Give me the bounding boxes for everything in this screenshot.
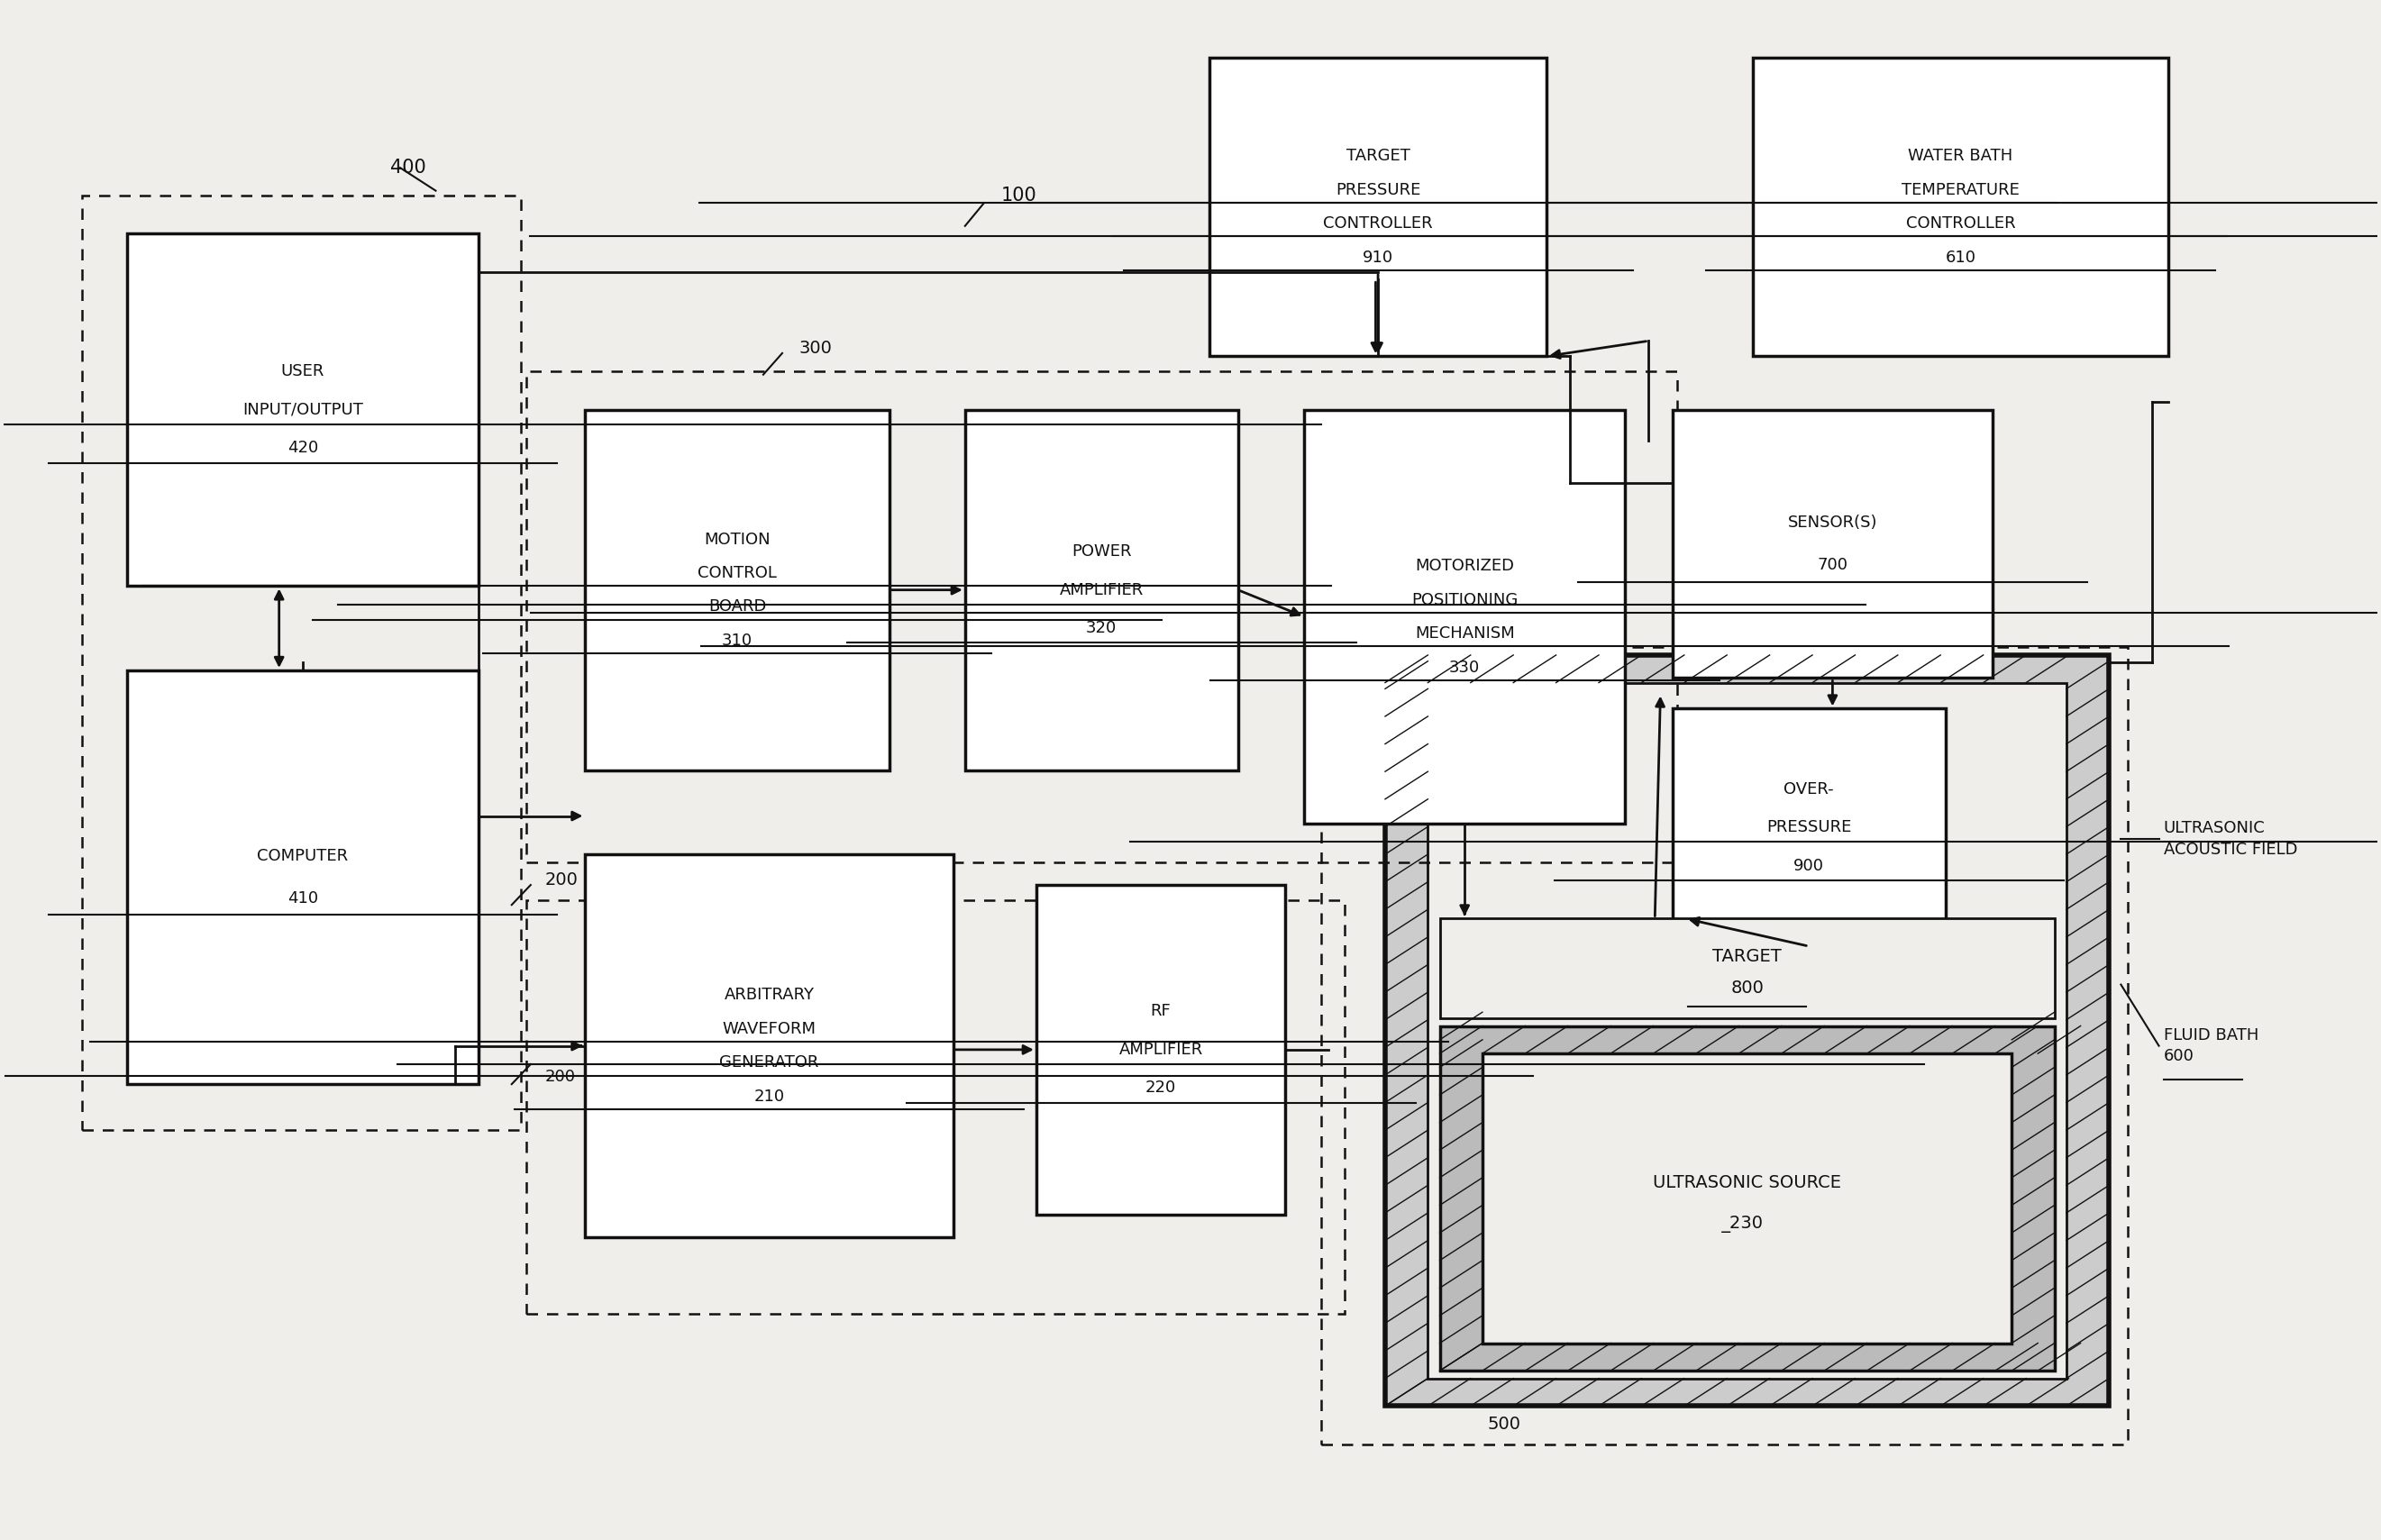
Text: 610: 610 — [1945, 249, 1976, 265]
Bar — [586, 855, 952, 1238]
Bar — [1429, 682, 2067, 1378]
Bar — [526, 901, 1345, 1314]
Bar — [126, 670, 479, 1084]
Text: AMPLIFIER: AMPLIFIER — [1060, 582, 1143, 598]
Bar — [1752, 57, 2169, 356]
Text: 910: 910 — [1362, 249, 1393, 265]
Text: BOARD: BOARD — [707, 599, 767, 614]
Text: 210: 210 — [755, 1089, 786, 1104]
Text: WATER BATH: WATER BATH — [1907, 148, 2012, 165]
Text: 200: 200 — [545, 1069, 576, 1086]
Text: ARBITRARY: ARBITRARY — [724, 987, 814, 1004]
Text: SENSOR(S): SENSOR(S) — [1788, 514, 1876, 531]
Bar — [1671, 410, 1993, 678]
Bar — [1036, 886, 1286, 1215]
Text: MOTION: MOTION — [705, 531, 771, 548]
Text: 400: 400 — [390, 159, 426, 177]
Text: 900: 900 — [1793, 858, 1824, 873]
Text: ̲̲̲̲̲̲̲230: ̲̲̲̲̲̲̲230 — [1731, 1215, 1764, 1234]
Bar — [126, 234, 479, 587]
Text: PRESSURE: PRESSURE — [1336, 182, 1421, 199]
Text: PRESSURE: PRESSURE — [1767, 819, 1852, 836]
Bar — [1441, 919, 2055, 1018]
Bar — [1321, 647, 2129, 1445]
Text: OVER-: OVER- — [1783, 781, 1833, 798]
Bar — [1671, 708, 1945, 946]
Text: RF: RF — [1150, 1003, 1171, 1019]
Text: COMPUTER: COMPUTER — [257, 847, 348, 864]
Text: ULTRASONIC
ACOUSTIC FIELD: ULTRASONIC ACOUSTIC FIELD — [2164, 821, 2298, 858]
Text: 330: 330 — [1450, 659, 1481, 676]
Text: MECHANISM: MECHANISM — [1414, 625, 1514, 642]
Text: 410: 410 — [288, 890, 319, 907]
Text: CONTROL: CONTROL — [698, 565, 776, 581]
Text: CONTROLLER: CONTROLLER — [1324, 216, 1433, 233]
Text: FLUID BATH
600: FLUID BATH 600 — [2164, 1027, 2260, 1064]
Text: MOTORIZED: MOTORIZED — [1414, 557, 1514, 574]
Text: 220: 220 — [1145, 1080, 1176, 1096]
Text: POSITIONING: POSITIONING — [1412, 591, 1519, 608]
Bar — [81, 196, 521, 1130]
Bar — [1305, 410, 1624, 824]
Text: 500: 500 — [1488, 1415, 1521, 1432]
Text: TARGET: TARGET — [1345, 148, 1410, 165]
Text: ULTRASONIC SOURCE: ULTRASONIC SOURCE — [1652, 1175, 1841, 1192]
Text: INPUT/OUTPUT: INPUT/OUTPUT — [243, 402, 364, 417]
Bar — [1386, 654, 2110, 1406]
Bar — [526, 371, 1676, 862]
Text: 420: 420 — [288, 440, 319, 456]
Bar — [964, 410, 1238, 770]
Text: GENERATOR: GENERATOR — [719, 1055, 819, 1070]
Text: WAVEFORM: WAVEFORM — [721, 1021, 817, 1036]
Text: 700: 700 — [1817, 557, 1848, 573]
Text: 320: 320 — [1086, 621, 1117, 636]
Bar — [1441, 1026, 2055, 1371]
Text: TEMPERATURE: TEMPERATURE — [1902, 182, 2019, 199]
Text: 100: 100 — [1000, 186, 1036, 205]
Bar — [1210, 57, 1548, 356]
Text: TARGET: TARGET — [1712, 947, 1781, 964]
Text: POWER: POWER — [1071, 544, 1131, 559]
Bar — [1483, 1053, 2012, 1343]
Text: CONTROLLER: CONTROLLER — [1905, 216, 2014, 233]
Text: 310: 310 — [721, 633, 752, 648]
Text: USER: USER — [281, 363, 324, 380]
Text: AMPLIFIER: AMPLIFIER — [1119, 1041, 1202, 1058]
Text: 800: 800 — [1731, 979, 1764, 996]
Text: 300: 300 — [800, 340, 831, 357]
Bar — [586, 410, 888, 770]
Text: 200: 200 — [545, 872, 579, 889]
